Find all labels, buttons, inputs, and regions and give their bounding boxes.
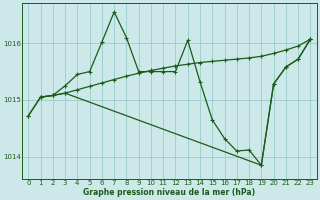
X-axis label: Graphe pression niveau de la mer (hPa): Graphe pression niveau de la mer (hPa) [83,188,255,197]
